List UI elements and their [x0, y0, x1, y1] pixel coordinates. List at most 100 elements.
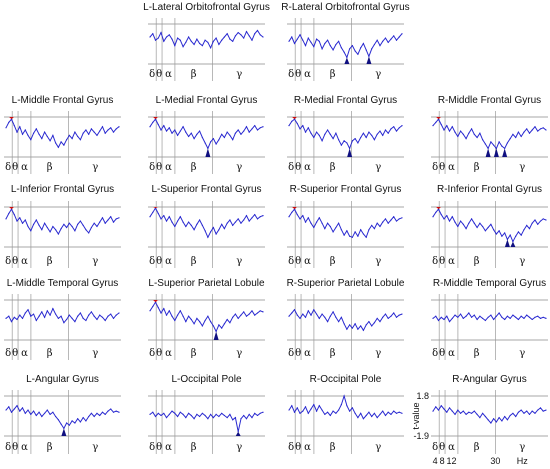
data-point — [5, 317, 7, 319]
data-point — [362, 132, 365, 134]
significant-peak-negative — [366, 56, 372, 64]
data-point — [85, 420, 87, 422]
series-line — [288, 208, 403, 239]
data-point — [110, 313, 112, 315]
data-point — [201, 412, 203, 414]
data-point — [226, 318, 228, 321]
data-point — [85, 129, 87, 131]
data-point — [16, 405, 18, 407]
data-point — [310, 132, 312, 134]
data-point — [240, 222, 242, 224]
data-point — [63, 144, 65, 146]
data-point — [60, 141, 62, 143]
data-point — [537, 223, 539, 225]
data-point — [465, 228, 467, 230]
data-point — [462, 223, 464, 225]
data-point — [338, 40, 340, 42]
data-point — [517, 411, 520, 413]
data-point — [338, 409, 340, 411]
data-point — [179, 130, 181, 132]
data-point — [360, 136, 362, 139]
data-point — [19, 217, 21, 219]
data-point — [534, 126, 536, 128]
x-tick-label: 12 — [446, 456, 456, 466]
data-point — [520, 315, 522, 317]
data-point — [171, 410, 173, 412]
data-point — [259, 310, 261, 312]
data-point — [307, 412, 309, 414]
data-point — [232, 224, 234, 226]
band-label-4: γ — [236, 162, 242, 173]
band-label-0: δ — [149, 69, 155, 80]
data-point — [101, 411, 104, 413]
data-point — [526, 410, 528, 412]
band-label-2: α — [21, 256, 28, 267]
data-point — [307, 217, 309, 219]
band-label-0: δ — [432, 162, 438, 173]
data-point — [118, 312, 120, 314]
band-label-4: γ — [375, 442, 381, 453]
data-point — [38, 315, 40, 317]
data-point — [318, 405, 320, 407]
data-point — [384, 218, 387, 220]
data-point — [398, 218, 400, 220]
y-tick-label: -1.9 — [413, 431, 429, 441]
data-point — [19, 126, 21, 128]
panel-l-middle-frontal-gyrus: L-Middle Frontal Gyrus δ θ α β γ — [4, 95, 121, 174]
data-point — [365, 414, 367, 417]
data-point — [16, 131, 18, 133]
data-point — [68, 222, 70, 224]
data-point — [165, 36, 168, 38]
panel-title: L-Inferior Frontal Gyrus — [11, 184, 114, 195]
data-point — [299, 412, 301, 414]
data-point — [101, 217, 104, 219]
data-point — [207, 315, 209, 317]
data-point — [207, 41, 209, 43]
data-point — [212, 417, 214, 419]
series-line — [5, 404, 120, 430]
series-line — [432, 404, 547, 424]
data-point — [190, 132, 192, 134]
data-point — [79, 312, 82, 314]
data-point — [545, 129, 547, 131]
data-point — [215, 233, 217, 235]
data-point — [393, 312, 395, 314]
data-point — [462, 317, 464, 319]
data-point — [93, 222, 95, 224]
data-point — [371, 325, 373, 327]
band-label-3: β — [474, 442, 480, 453]
significant-peak-negative — [504, 239, 510, 247]
data-point — [16, 220, 18, 222]
data-point — [454, 413, 456, 415]
data-point — [468, 312, 470, 314]
significant-peak-positive — [436, 117, 442, 120]
data-point — [112, 411, 115, 413]
data-point — [93, 131, 95, 133]
data-point — [454, 131, 456, 133]
data-point — [379, 225, 381, 228]
data-point — [451, 126, 453, 128]
data-point — [215, 330, 217, 332]
data-point — [368, 131, 370, 133]
data-point — [199, 321, 201, 323]
data-point — [218, 324, 220, 326]
data-point — [528, 132, 531, 134]
data-point — [332, 138, 334, 140]
data-point — [229, 134, 231, 136]
data-point — [457, 135, 459, 138]
data-point — [88, 314, 90, 316]
data-point — [201, 224, 203, 226]
data-point — [526, 224, 528, 226]
data-point — [506, 419, 509, 421]
band-label-4: γ — [519, 442, 525, 453]
data-point — [82, 224, 84, 226]
data-point — [193, 43, 195, 46]
data-point — [234, 417, 237, 419]
data-point — [360, 412, 362, 414]
data-point — [55, 142, 57, 144]
data-point — [204, 230, 206, 232]
data-point — [351, 45, 353, 47]
data-point — [210, 141, 212, 143]
band-label-0: δ — [288, 69, 294, 80]
data-point — [24, 129, 26, 131]
